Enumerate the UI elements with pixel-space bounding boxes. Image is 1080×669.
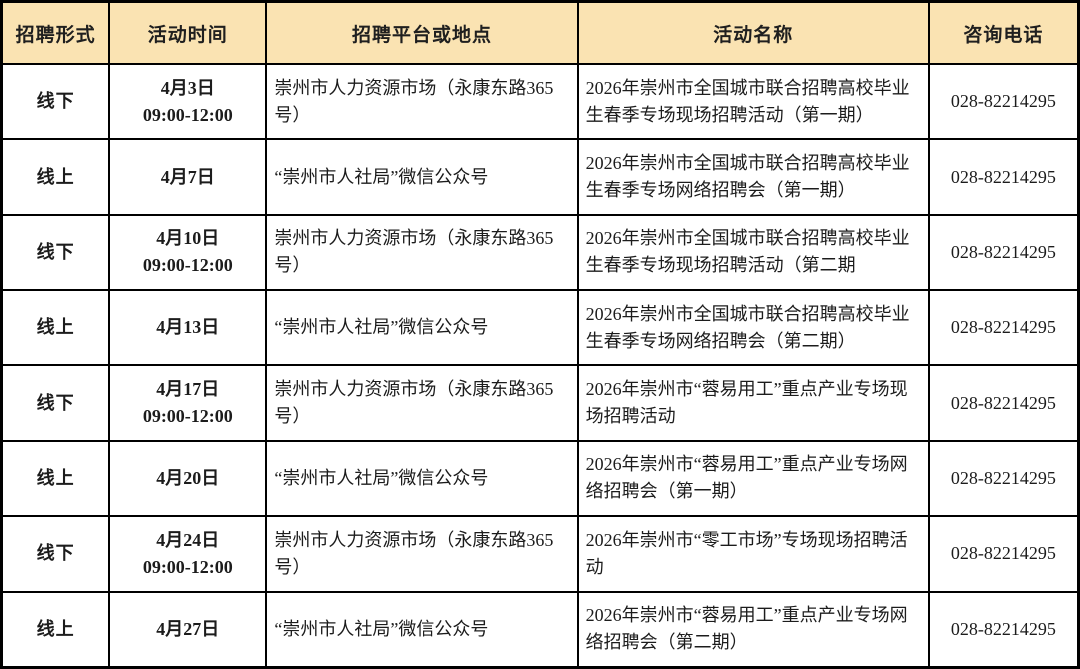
cell-activity-name: 2026年崇州市“蓉易用工”重点产业专场网络招聘会（第二期） xyxy=(576,590,930,669)
cell-activity-time: 4月24日 09:00-12:00 xyxy=(108,515,268,593)
column-header-platform: 招聘平台或地点 xyxy=(265,0,579,65)
cell-activity-time: 4月7日 xyxy=(108,138,268,216)
table-body: 线下 4月3日 09:00-12:00 崇州市人力资源市场（永康东路365号） … xyxy=(0,62,1080,669)
cell-recruitment-form: 线上 xyxy=(0,590,111,669)
column-header-form: 招聘形式 xyxy=(0,0,111,65)
cell-recruitment-form: 线下 xyxy=(0,213,111,292)
cell-activity-time: 4月27日 xyxy=(108,590,268,669)
cell-activity-time: 4月10日 09:00-12:00 xyxy=(108,213,268,292)
cell-consultation-phone: 028-82214295 xyxy=(927,289,1080,367)
header-row: 招聘形式 活动时间 招聘平台或地点 活动名称 咨询电话 xyxy=(0,0,1080,65)
column-header-phone: 咨询电话 xyxy=(927,0,1080,65)
cell-recruitment-form: 线上 xyxy=(0,439,111,518)
table-row: 线下 4月17日 09:00-12:00 崇州市人力资源市场（永康东路365号）… xyxy=(0,364,1080,442)
cell-consultation-phone: 028-82214295 xyxy=(927,138,1080,216)
cell-consultation-phone: 028-82214295 xyxy=(927,515,1080,593)
cell-consultation-phone: 028-82214295 xyxy=(927,213,1080,292)
cell-consultation-phone: 028-82214295 xyxy=(927,364,1080,442)
table-row: 线下 4月3日 09:00-12:00 崇州市人力资源市场（永康东路365号） … xyxy=(0,62,1080,141)
cell-platform-or-location: 崇州市人力资源市场（永康东路365号） xyxy=(265,515,579,593)
cell-activity-time: 4月17日 09:00-12:00 xyxy=(108,364,268,442)
cell-platform-or-location: “崇州市人社局”微信公众号 xyxy=(265,439,579,518)
table-row: 线下 4月10日 09:00-12:00 崇州市人力资源市场（永康东路365号）… xyxy=(0,213,1080,292)
cell-activity-time: 4月3日 09:00-12:00 xyxy=(108,62,268,141)
column-header-activity: 活动名称 xyxy=(576,0,930,65)
cell-platform-or-location: “崇州市人社局”微信公众号 xyxy=(265,289,579,367)
cell-activity-name: 2026年崇州市“零工市场”专场现场招聘活动 xyxy=(576,515,930,593)
table-row: 线上 4月27日 “崇州市人社局”微信公众号 2026年崇州市“蓉易用工”重点产… xyxy=(0,590,1080,669)
cell-recruitment-form: 线下 xyxy=(0,364,111,442)
cell-consultation-phone: 028-82214295 xyxy=(927,590,1080,669)
table-row: 线上 4月13日 “崇州市人社局”微信公众号 2026年崇州市全国城市联合招聘高… xyxy=(0,289,1080,367)
table-row: 线上 4月7日 “崇州市人社局”微信公众号 2026年崇州市全国城市联合招聘高校… xyxy=(0,138,1080,216)
cell-activity-name: 2026年崇州市全国城市联合招聘高校毕业生春季专场网络招聘会（第一期） xyxy=(576,138,930,216)
cell-consultation-phone: 028-82214295 xyxy=(927,439,1080,518)
column-header-time: 活动时间 xyxy=(108,0,268,65)
cell-platform-or-location: 崇州市人力资源市场（永康东路365号） xyxy=(265,213,579,292)
table-row: 线下 4月24日 09:00-12:00 崇州市人力资源市场（永康东路365号）… xyxy=(0,515,1080,593)
cell-recruitment-form: 线下 xyxy=(0,515,111,593)
cell-platform-or-location: 崇州市人力资源市场（永康东路365号） xyxy=(265,364,579,442)
cell-platform-or-location: “崇州市人社局”微信公众号 xyxy=(265,590,579,669)
cell-platform-or-location: 崇州市人力资源市场（永康东路365号） xyxy=(265,62,579,141)
table-row: 线上 4月20日 “崇州市人社局”微信公众号 2026年崇州市“蓉易用工”重点产… xyxy=(0,439,1080,518)
cell-activity-name: 2026年崇州市“蓉易用工”重点产业专场现场招聘活动 xyxy=(576,364,930,442)
cell-recruitment-form: 线下 xyxy=(0,62,111,141)
cell-activity-name: 2026年崇州市“蓉易用工”重点产业专场网络招聘会（第一期） xyxy=(576,439,930,518)
cell-activity-time: 4月20日 xyxy=(108,439,268,518)
cell-activity-name: 2026年崇州市全国城市联合招聘高校毕业生春季专场现场招聘活动（第二期 xyxy=(576,213,930,292)
cell-activity-time: 4月13日 xyxy=(108,289,268,367)
cell-platform-or-location: “崇州市人社局”微信公众号 xyxy=(265,138,579,216)
cell-recruitment-form: 线上 xyxy=(0,289,111,367)
cell-activity-name: 2026年崇州市全国城市联合招聘高校毕业生春季专场网络招聘会（第二期） xyxy=(576,289,930,367)
cell-activity-name: 2026年崇州市全国城市联合招聘高校毕业生春季专场现场招聘活动（第一期） xyxy=(576,62,930,141)
cell-consultation-phone: 028-82214295 xyxy=(927,62,1080,141)
cell-recruitment-form: 线上 xyxy=(0,138,111,216)
